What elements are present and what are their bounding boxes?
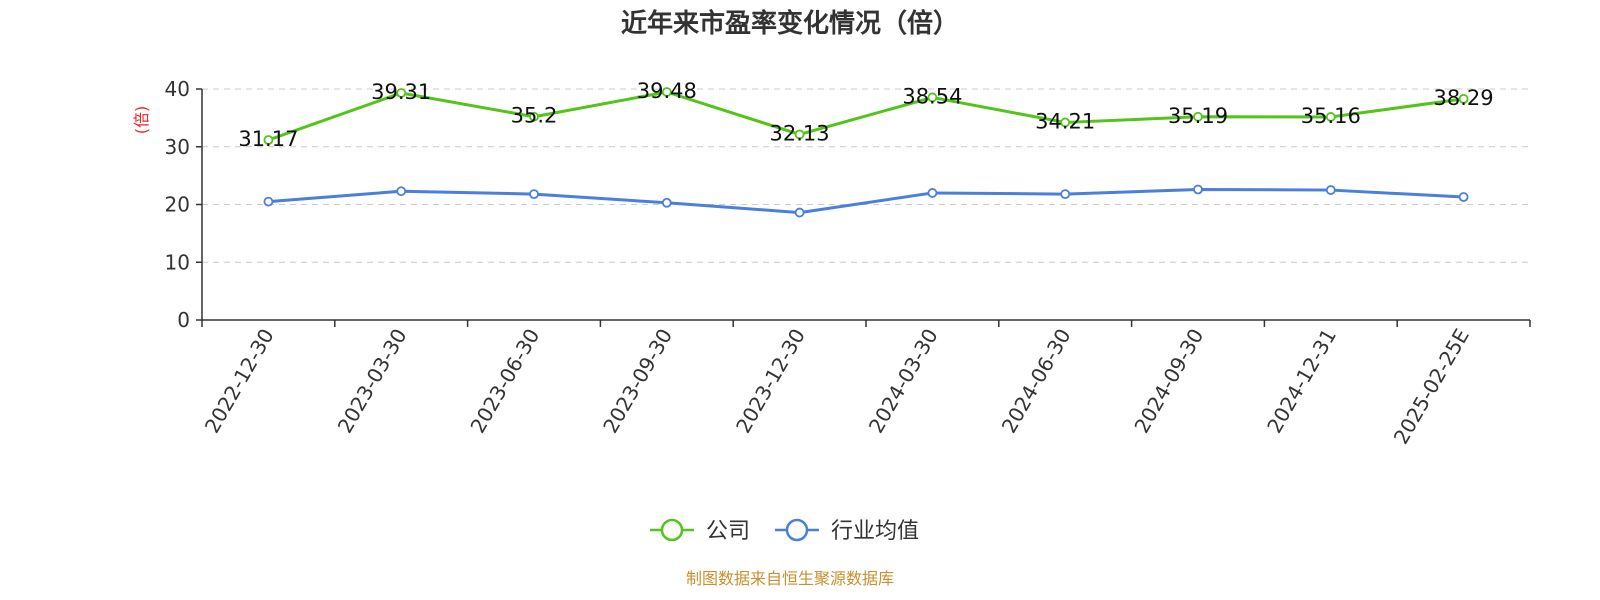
data-point[interactable] (794, 129, 805, 140)
series (263, 87, 1469, 218)
data-point[interactable] (1458, 93, 1469, 104)
data-point[interactable] (396, 88, 407, 98)
y-tick-label: 40 (165, 77, 190, 101)
x-tick-label: 2024-12-31 (1262, 325, 1341, 438)
data-label: 39.31 (371, 80, 431, 104)
data-point[interactable] (661, 197, 672, 208)
source-note: 制图数据来自恒生聚源数据库 (686, 569, 894, 588)
data-label: 32.13 (770, 121, 830, 145)
data-point[interactable] (396, 186, 407, 197)
data-point[interactable] (1458, 192, 1469, 202)
data-labels: 31.17 39.31 35.2 39.48 32.13 38.54 34.21 35.19 3… (238, 79, 1493, 151)
legend-item-label[interactable]: 公司 (706, 519, 750, 544)
grid (202, 88, 1530, 263)
legend-item-label[interactable]: 行业均值 (831, 519, 919, 544)
data-point[interactable] (1193, 184, 1203, 195)
legend-swatch-marker (785, 518, 809, 542)
x-tick-label: 2025-02-25E (1389, 325, 1474, 449)
x-tick-label: 2024-06-30 (997, 325, 1076, 438)
data-point[interactable] (1193, 111, 1203, 122)
data-point[interactable] (661, 87, 672, 97)
data-point[interactable] (927, 92, 938, 103)
data-point[interactable] (1060, 117, 1071, 128)
x-tick-label: 2023-06-30 (465, 325, 544, 438)
data-point[interactable] (263, 135, 274, 145)
data-label: 31.17 (238, 127, 298, 151)
x-tick-label: 2023-12-30 (731, 325, 810, 438)
legend[interactable]: 公司 行业均值 (650, 518, 919, 544)
data-label: 39.48 (637, 79, 697, 103)
data-point[interactable] (927, 188, 938, 198)
y-axis-label: (倍) (132, 106, 151, 135)
data-point[interactable] (1325, 112, 1336, 122)
x-tick-label: 2022-12-30 (200, 325, 279, 438)
chart-title: 近年来市盈率变化情况（倍） (621, 8, 959, 39)
series-line-0 (267, 90, 1464, 142)
y-tick-label: 10 (165, 250, 190, 274)
x-tick-label: 2023-09-30 (598, 325, 677, 438)
data-label: 35.2 (511, 104, 558, 128)
y-tick-label: 20 (165, 193, 190, 217)
data-label: 38.54 (902, 84, 962, 108)
y-tick-label: 30 (165, 135, 190, 159)
data-point[interactable] (263, 196, 274, 207)
data-label: 35.16 (1301, 104, 1361, 128)
y-tick-label: 0 (177, 308, 190, 332)
data-label: 34.21 (1035, 109, 1095, 133)
data-point[interactable] (529, 111, 539, 122)
series-line-1 (268, 187, 1464, 215)
data-point[interactable] (1060, 189, 1071, 200)
x-tick-label: 2024-03-30 (864, 325, 943, 438)
data-point[interactable] (529, 189, 539, 200)
legend-swatch-marker (660, 518, 684, 542)
x-tick-label: 2023-03-30 (333, 325, 412, 438)
data-point[interactable] (794, 207, 805, 218)
data-label: 35.19 (1168, 104, 1228, 128)
data-label: 38.29 (1434, 86, 1494, 110)
data-point[interactable] (1325, 185, 1336, 195)
x-tick-label: 2024-09-30 (1129, 325, 1208, 438)
